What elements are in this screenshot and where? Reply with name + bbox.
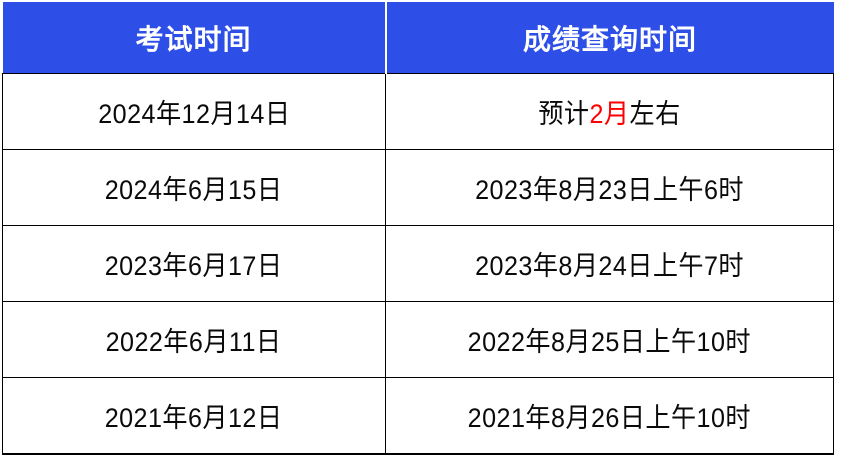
cell-exam-time: 2024年12月14日 [2, 73, 386, 150]
cell-result-time: 2021年8月26日上午10时 [385, 377, 834, 455]
table-row: 2024年6月15日 2023年8月23日上午6时 [2, 149, 834, 226]
exam-time-text: 2021年6月12日 [105, 403, 283, 433]
result-time-text: 2021年8月26日上午10时 [467, 403, 752, 433]
cell-exam-time: 2022年6月11日 [2, 301, 386, 378]
result-time-text: 预计2月左右 [538, 92, 680, 131]
exam-time-text: 2023年6月17日 [105, 251, 283, 281]
cell-result-time: 2023年8月23日上午6时 [385, 149, 834, 226]
result-time-segment: 预计 [538, 99, 590, 129]
table-body: 2024年12月14日 预计2月左右 2024年6月15日 2023年8月23日上午6… [2, 73, 834, 455]
result-time-text: 2023年8月23日上午6时 [475, 175, 744, 205]
exam-time-text: 2022年6月11日 [106, 327, 282, 357]
result-time-highlight: 2月 [589, 99, 630, 129]
cell-exam-time: 2024年6月15日 [2, 149, 386, 226]
cell-result-time: 预计2月左右 [385, 73, 834, 150]
column-header-exam-time: 考试时间 [2, 2, 387, 74]
table-row: 2022年6月11日 2022年8月25日上午10时 [2, 301, 834, 378]
cell-exam-time: 2021年6月12日 [2, 377, 386, 455]
cell-result-time: 2022年8月25日上午10时 [385, 301, 834, 378]
table-row: 2024年12月14日 预计2月左右 [2, 73, 834, 150]
result-time-text: 2022年8月25日上午10时 [467, 327, 752, 357]
result-time-segment: 左右 [629, 99, 681, 129]
exam-time-text: 2024年6月15日 [105, 175, 283, 205]
exam-time-text: 2024年12月14日 [97, 99, 291, 129]
cell-result-time: 2023年8月24日上午7时 [385, 225, 834, 302]
table-header-row: 考试时间 成绩查询时间 [2, 2, 834, 74]
table-row: 2023年6月17日 2023年8月24日上午7时 [2, 225, 834, 302]
cell-exam-time: 2023年6月17日 [2, 225, 386, 302]
table-header: 考试时间 成绩查询时间 [2, 2, 834, 74]
column-header-result-time: 成绩查询时间 [385, 2, 834, 74]
result-time-text: 2023年8月24日上午7时 [475, 251, 744, 281]
table-row: 2021年6月12日 2021年8月26日上午10时 [2, 377, 834, 455]
